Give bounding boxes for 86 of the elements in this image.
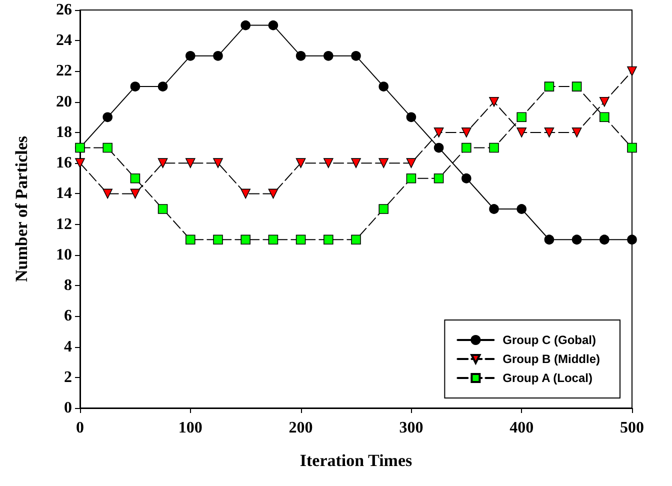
point xyxy=(600,96,610,107)
point xyxy=(130,82,140,92)
point xyxy=(240,20,250,30)
point xyxy=(351,51,361,61)
point xyxy=(434,128,444,138)
point xyxy=(213,51,223,61)
point xyxy=(572,128,582,138)
point xyxy=(186,51,196,61)
point xyxy=(434,173,444,184)
y-tick-label: 8 xyxy=(64,277,72,294)
point xyxy=(489,204,499,214)
y-axis-title: Number of Particles xyxy=(12,136,31,282)
point xyxy=(544,128,554,138)
point xyxy=(102,112,112,122)
point xyxy=(296,158,306,168)
point xyxy=(268,20,278,30)
point xyxy=(324,51,334,61)
point xyxy=(572,82,582,92)
y-tick-label: 4 xyxy=(64,338,72,356)
y-tick-label: 12 xyxy=(56,216,72,233)
point xyxy=(489,142,499,153)
point xyxy=(130,188,140,199)
point xyxy=(324,158,334,168)
point xyxy=(351,234,361,245)
y-tick-label: 20 xyxy=(56,93,72,110)
legend-label: Group C (Gobal) xyxy=(502,333,596,347)
point xyxy=(296,51,306,61)
point xyxy=(268,234,278,245)
point xyxy=(600,234,610,245)
x-axis-title: Iteration Times xyxy=(300,451,412,470)
point xyxy=(406,112,416,122)
x-tick-label: 400 xyxy=(510,420,534,436)
point xyxy=(130,173,140,184)
point xyxy=(489,96,499,107)
point xyxy=(378,158,388,168)
point xyxy=(213,158,223,168)
point xyxy=(158,158,168,168)
point xyxy=(627,66,637,76)
point xyxy=(378,204,388,214)
point xyxy=(324,234,334,245)
point xyxy=(102,142,112,153)
point xyxy=(544,234,554,245)
point xyxy=(434,142,444,153)
point xyxy=(158,82,168,92)
point xyxy=(102,188,112,199)
y-tick-label: 2 xyxy=(64,368,72,386)
point xyxy=(240,234,250,245)
point xyxy=(240,188,250,199)
point xyxy=(516,204,526,214)
point xyxy=(296,234,306,245)
point xyxy=(516,128,526,138)
y-tick-label: 6 xyxy=(64,308,72,325)
point xyxy=(406,158,416,168)
point xyxy=(158,204,168,214)
point xyxy=(462,142,472,153)
x-tick-label: 300 xyxy=(399,420,424,436)
x-tick-label: 0 xyxy=(76,420,84,436)
point xyxy=(544,82,554,92)
point xyxy=(516,112,526,122)
legend-label: Group B (Middle) xyxy=(502,352,600,366)
point xyxy=(378,82,388,92)
point xyxy=(627,234,637,245)
y-tick-label: 10 xyxy=(56,246,72,264)
point xyxy=(186,234,196,245)
point xyxy=(213,234,223,245)
point xyxy=(406,173,416,184)
point xyxy=(462,173,472,184)
point xyxy=(268,188,278,199)
y-tick-label: 26 xyxy=(56,2,72,18)
y-tick-label: 16 xyxy=(56,154,72,172)
point xyxy=(627,142,637,153)
point xyxy=(462,128,472,138)
y-tick-label: 0 xyxy=(64,400,72,416)
y-tick-label: 14 xyxy=(56,185,72,202)
point xyxy=(75,158,85,168)
point xyxy=(572,234,582,245)
legend-label: Group A (Local) xyxy=(502,371,592,385)
y-tick-label: 24 xyxy=(56,32,72,50)
y-tick-label: 18 xyxy=(56,124,72,141)
x-tick-label: 500 xyxy=(620,420,644,436)
point xyxy=(186,158,196,168)
point xyxy=(600,112,610,122)
point xyxy=(351,158,361,168)
x-tick-label: 100 xyxy=(178,420,202,436)
x-tick-label: 200 xyxy=(288,420,313,436)
y-tick-label: 22 xyxy=(56,62,72,80)
